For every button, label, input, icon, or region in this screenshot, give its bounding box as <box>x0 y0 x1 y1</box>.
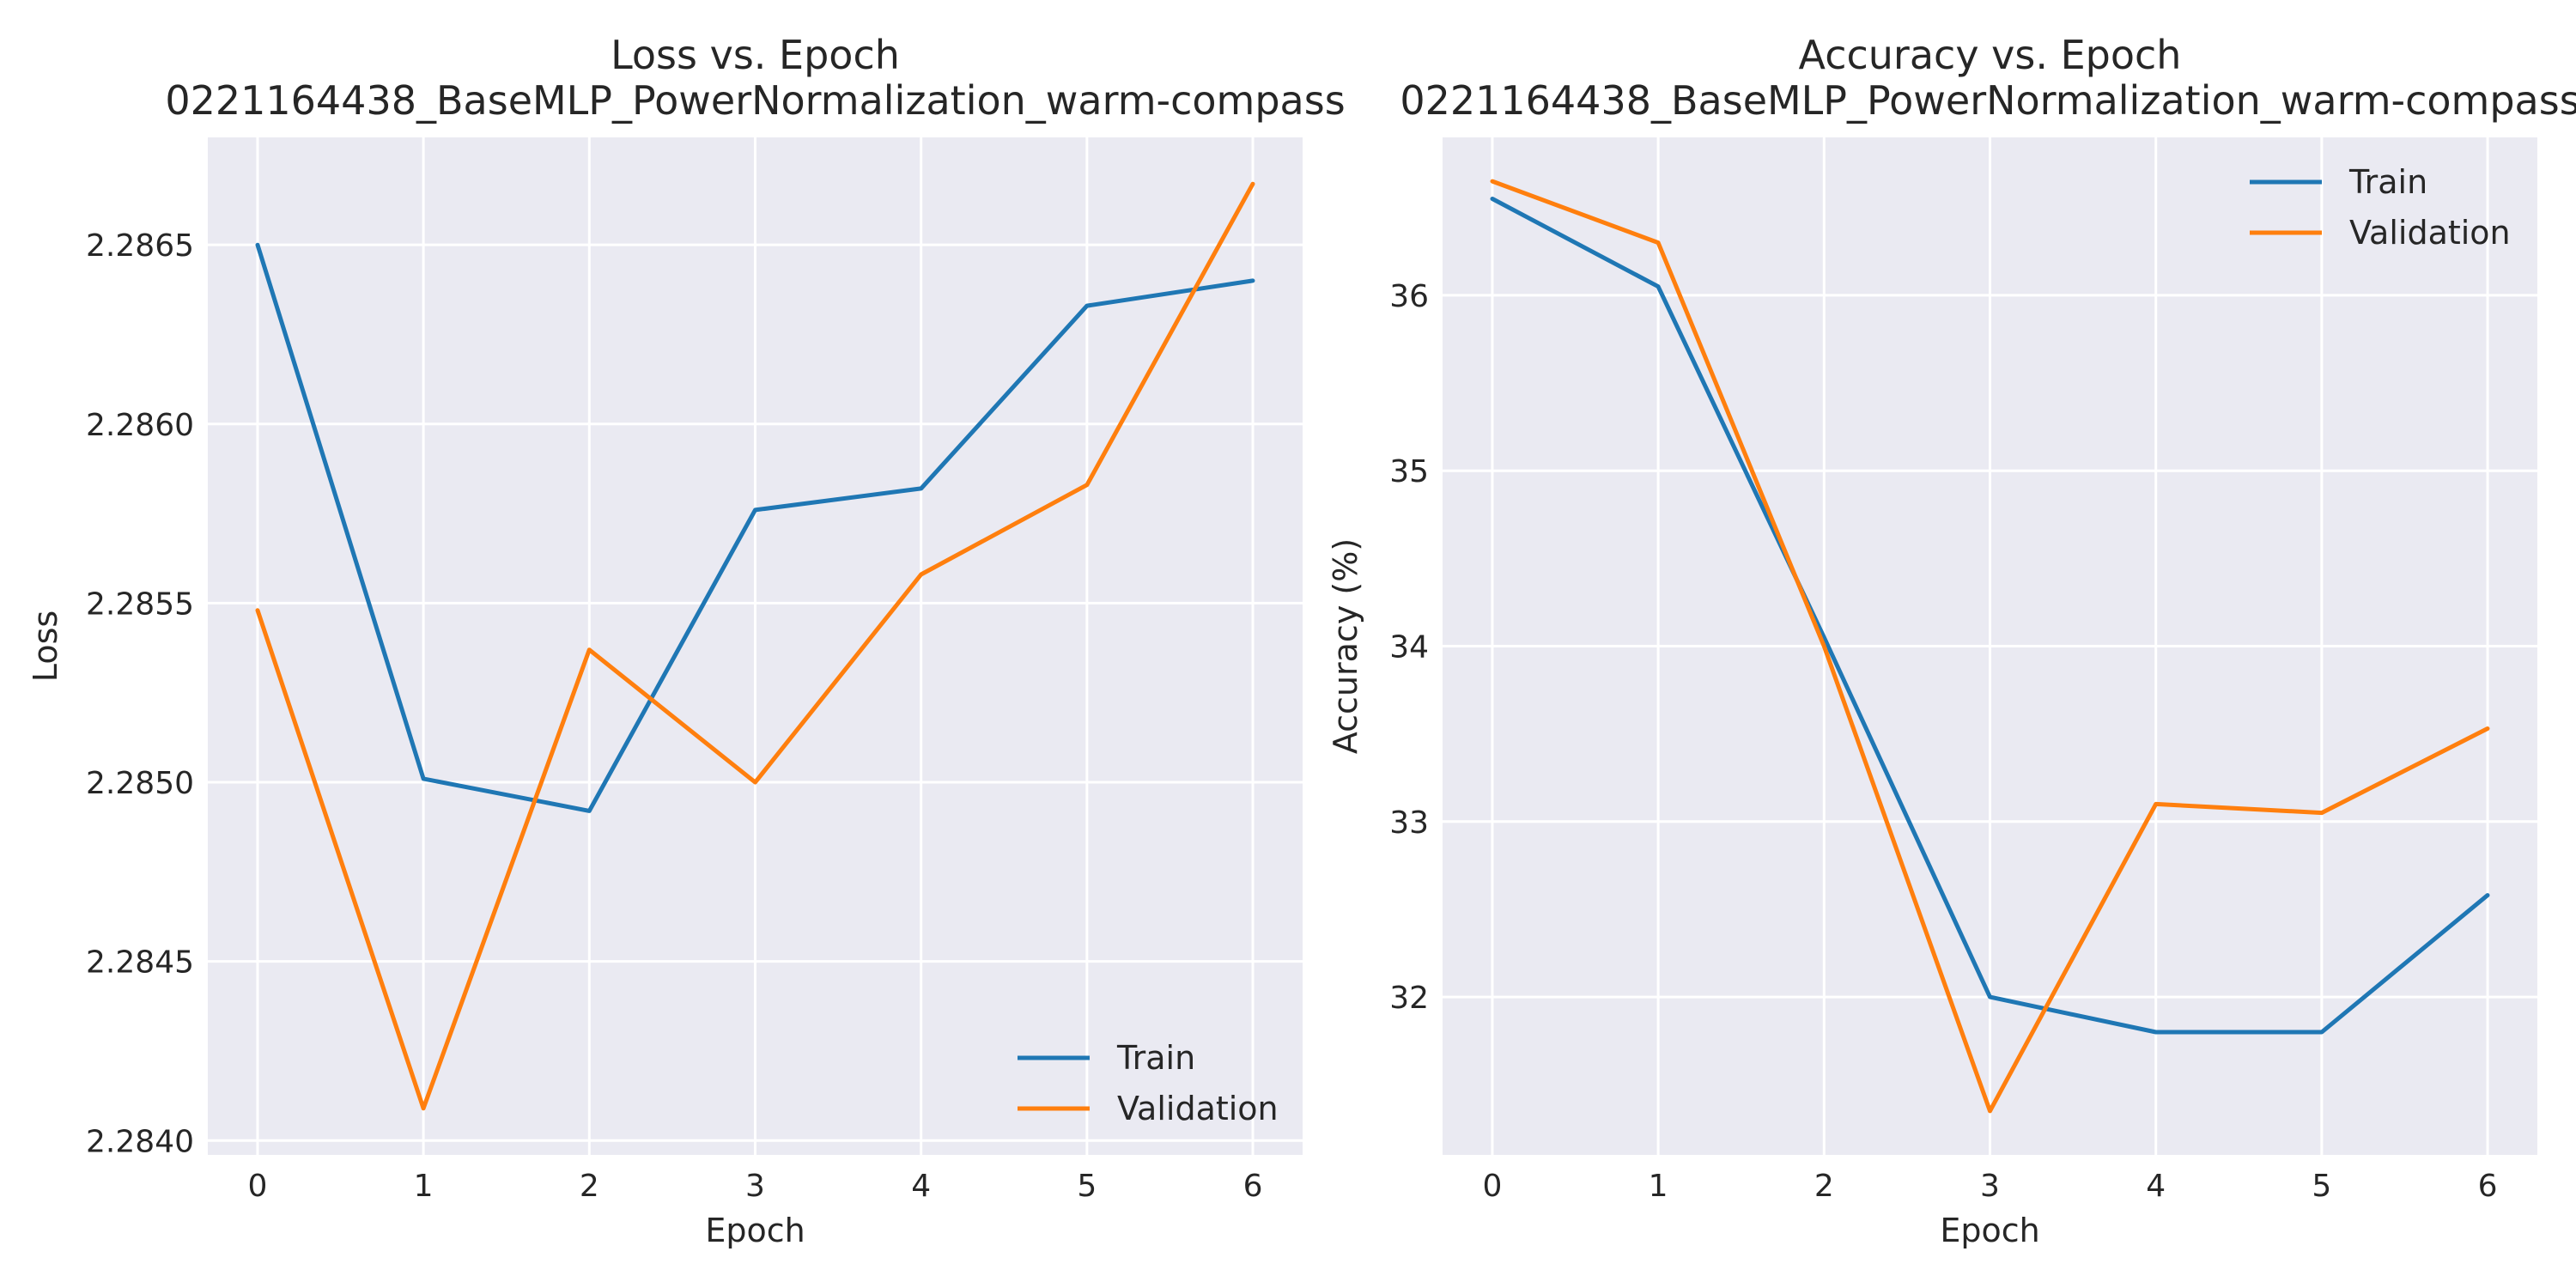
loss-y-tick-label: 2.2865 <box>86 228 194 264</box>
accuracy-x-tick-label: 6 <box>2478 1169 2498 1204</box>
loss-x-axis-label: Epoch <box>705 1212 805 1249</box>
accuracy-chart-title: Accuracy vs. Epoch <box>1799 32 2182 78</box>
loss-series-train-line <box>255 242 1255 813</box>
accuracy-x-tick-label: 0 <box>1483 1169 1503 1204</box>
loss-x-tick-label: 5 <box>1077 1169 1097 1204</box>
accuracy-x-tick-label: 2 <box>1814 1169 1834 1204</box>
loss-x-tick-label: 0 <box>248 1169 268 1204</box>
loss-x-tick-label: 2 <box>580 1169 599 1204</box>
accuracy-series-validation-line <box>1490 179 2490 1114</box>
loss-chart-subtitle: 0221164438_BaseMLP_PowerNormalization_wa… <box>165 77 1345 124</box>
accuracy-y-tick-label: 36 <box>1389 279 1429 314</box>
accuracy-y-tick-label: 33 <box>1389 805 1429 841</box>
loss-chart-title: Loss vs. Epoch <box>611 32 900 78</box>
loss-x-tick-label: 3 <box>745 1169 765 1204</box>
loss-y-axis-label: Loss <box>27 611 64 682</box>
loss-legend-label-train: Train <box>1116 1039 1195 1077</box>
loss-y-tick-label: 2.2845 <box>86 945 194 981</box>
loss-x-tick-label: 6 <box>1243 1169 1263 1204</box>
loss-series-validation-line <box>255 181 1255 1111</box>
loss-x-tick-label: 1 <box>414 1169 434 1204</box>
accuracy-chart-subtitle: 0221164438_BaseMLP_PowerNormalization_wa… <box>1400 77 2576 124</box>
accuracy-y-axis-label: Accuracy (%) <box>1327 538 1364 754</box>
loss-legend-label-validation: Validation <box>1117 1090 1279 1127</box>
accuracy-y-tick-label: 32 <box>1389 981 1429 1016</box>
accuracy-series-train-line <box>1490 197 2490 1035</box>
loss-y-tick-label: 2.2855 <box>86 586 194 622</box>
accuracy-y-tick-label: 35 <box>1389 454 1429 489</box>
loss-legend: Train Validation <box>1018 1039 1279 1127</box>
accuracy-x-tick-label: 3 <box>1980 1169 2000 1204</box>
loss-y-tick-label: 2.2840 <box>86 1124 194 1159</box>
accuracy-x-tick-label: 5 <box>2312 1169 2331 1204</box>
loss-y-tick-label: 2.2860 <box>86 408 194 443</box>
accuracy-legend-label-train: Train <box>2348 163 2427 201</box>
loss-y-tick-label: 2.2850 <box>86 766 194 801</box>
accuracy-x-tick-label: 1 <box>1649 1169 1668 1204</box>
accuracy-x-axis-label: Epoch <box>1940 1212 2039 1249</box>
accuracy-x-tick-label: 4 <box>2146 1169 2166 1204</box>
loss-x-tick-label: 4 <box>911 1169 931 1204</box>
accuracy-legend: Train Validation <box>2250 163 2511 252</box>
loss-chart: 0 1 2 3 4 5 6 2.2840 2.2845 2.2850 2.2855 2.2860 2.2… <box>27 32 1346 1249</box>
accuracy-y-tick-label: 34 <box>1389 630 1429 665</box>
accuracy-legend-label-validation: Validation <box>2349 214 2511 252</box>
